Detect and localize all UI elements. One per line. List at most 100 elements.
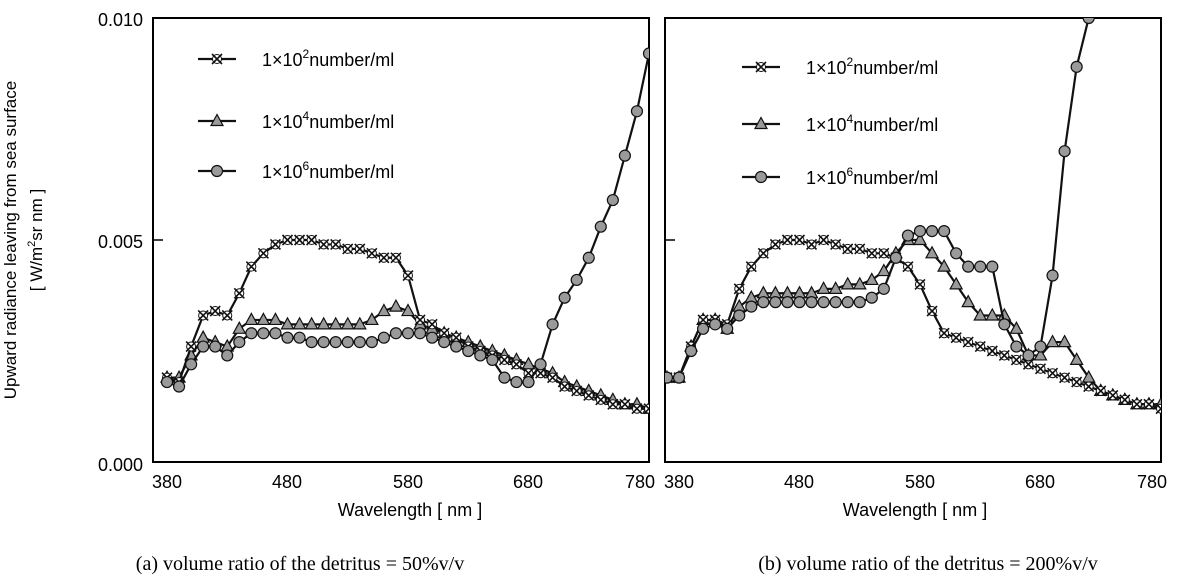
x-axis-title: Wavelength [ nm ]: [843, 500, 987, 520]
data-point: [828, 281, 843, 294]
x-tick-label: 680: [1025, 472, 1055, 492]
x-tick-label: 580: [393, 472, 423, 492]
data-point: [232, 321, 247, 334]
data-point: [281, 234, 294, 246]
data-point: [233, 287, 245, 299]
data-point: [962, 336, 974, 348]
data-point: [818, 234, 830, 246]
data-point: [1131, 398, 1143, 410]
data-point: [630, 105, 644, 118]
data-point: [342, 243, 354, 255]
x-axis-title: Wavelength [ nm ]: [338, 500, 482, 520]
data-point: [510, 375, 523, 389]
data-point: [378, 252, 390, 264]
data-point: [781, 234, 794, 246]
panel-a: 380 480 580 680 780 Wavelength [ nm ] 1×…: [136, 17, 655, 575]
data-point: [607, 398, 619, 410]
data-point: [305, 336, 318, 349]
data-point: [1009, 321, 1024, 334]
data-point: [354, 243, 366, 255]
data-point: [842, 243, 854, 255]
data-point: [522, 375, 535, 389]
x-tick-label: 780: [625, 472, 655, 492]
data-point: [864, 272, 879, 286]
series-circle: [160, 47, 649, 393]
data-point: [160, 375, 174, 389]
data-point: [318, 238, 330, 251]
data-point: [950, 332, 962, 344]
legend-item: 1×106number/ml: [806, 165, 938, 188]
data-point: [172, 380, 186, 393]
data-point: [401, 327, 415, 340]
x-tick-label: 580: [905, 472, 935, 492]
series-circle: [665, 18, 1095, 384]
data-point: [221, 349, 234, 362]
data-point: [376, 303, 391, 317]
data-point: [1010, 340, 1023, 353]
data-point: [559, 380, 571, 393]
data-point: [268, 312, 283, 326]
y-axis-title: Upward radiance leaving from sea surface: [1, 81, 20, 399]
data-point: [840, 276, 855, 290]
data-point: [696, 322, 710, 335]
data-point: [522, 367, 535, 379]
data-point: [570, 273, 583, 287]
legend-item: 1×104number/ml: [806, 112, 938, 135]
legend-item: 1×102number/ml: [262, 47, 394, 70]
y-tick-label: 0.005: [98, 232, 143, 252]
data-point: [1119, 394, 1131, 406]
data-point: [793, 296, 806, 309]
data-point: [852, 276, 867, 290]
data-point: [1155, 403, 1161, 415]
data-point: [546, 318, 559, 331]
panel-b: 380 480 580 680 780 Wavelength [ nm ] 1×…: [664, 17, 1167, 575]
data-point: [865, 291, 878, 304]
data-point: [390, 252, 402, 264]
y-tick-label: 0.010: [98, 10, 143, 30]
data-point: [902, 261, 914, 273]
legend-item: 1×102number/ml: [806, 55, 938, 78]
data-point: [961, 294, 976, 308]
x-tick-label: 680: [513, 472, 543, 492]
data-point: [450, 332, 462, 344]
data-point: [389, 327, 403, 340]
caption: (a) volume ratio of the detritus = 50%v/…: [136, 553, 464, 575]
data-point: [340, 316, 355, 330]
data-point: [853, 296, 866, 309]
data-point: [583, 389, 595, 401]
data-point: [1071, 376, 1083, 388]
legend-marker: [753, 116, 769, 130]
data-point: [547, 372, 559, 384]
legend-marker: [210, 164, 224, 178]
legend-marker: [755, 61, 767, 73]
data-point: [594, 220, 607, 233]
caption: (b) volume ratio of the detritus = 200%v…: [758, 553, 1098, 575]
data-point: [642, 47, 649, 60]
data-point: [962, 260, 975, 273]
data-point: [365, 336, 378, 349]
data-point: [388, 298, 403, 312]
data-point: [474, 349, 487, 362]
data-point: [733, 309, 746, 322]
legend-label: 1×104number/ml: [806, 112, 938, 135]
data-point: [364, 312, 379, 326]
data-point: [757, 247, 769, 259]
data-point: [876, 263, 891, 277]
series-x-circle: [665, 234, 1161, 415]
data-point: [462, 344, 475, 358]
legend-item: 1×106number/ml: [262, 159, 394, 182]
data-point: [816, 281, 831, 294]
data-point: [878, 247, 890, 259]
data-point: [1057, 334, 1072, 348]
data-point: [973, 307, 988, 321]
legend-marker: [754, 170, 768, 184]
legend-label: 1×102number/ml: [806, 55, 938, 78]
x-tick-label: 780: [1137, 472, 1167, 492]
data-point: [534, 358, 547, 371]
data-point: [341, 336, 354, 349]
data-point: [244, 312, 259, 326]
data-point: [769, 296, 782, 309]
data-point: [450, 340, 463, 353]
data-point: [1058, 145, 1071, 158]
